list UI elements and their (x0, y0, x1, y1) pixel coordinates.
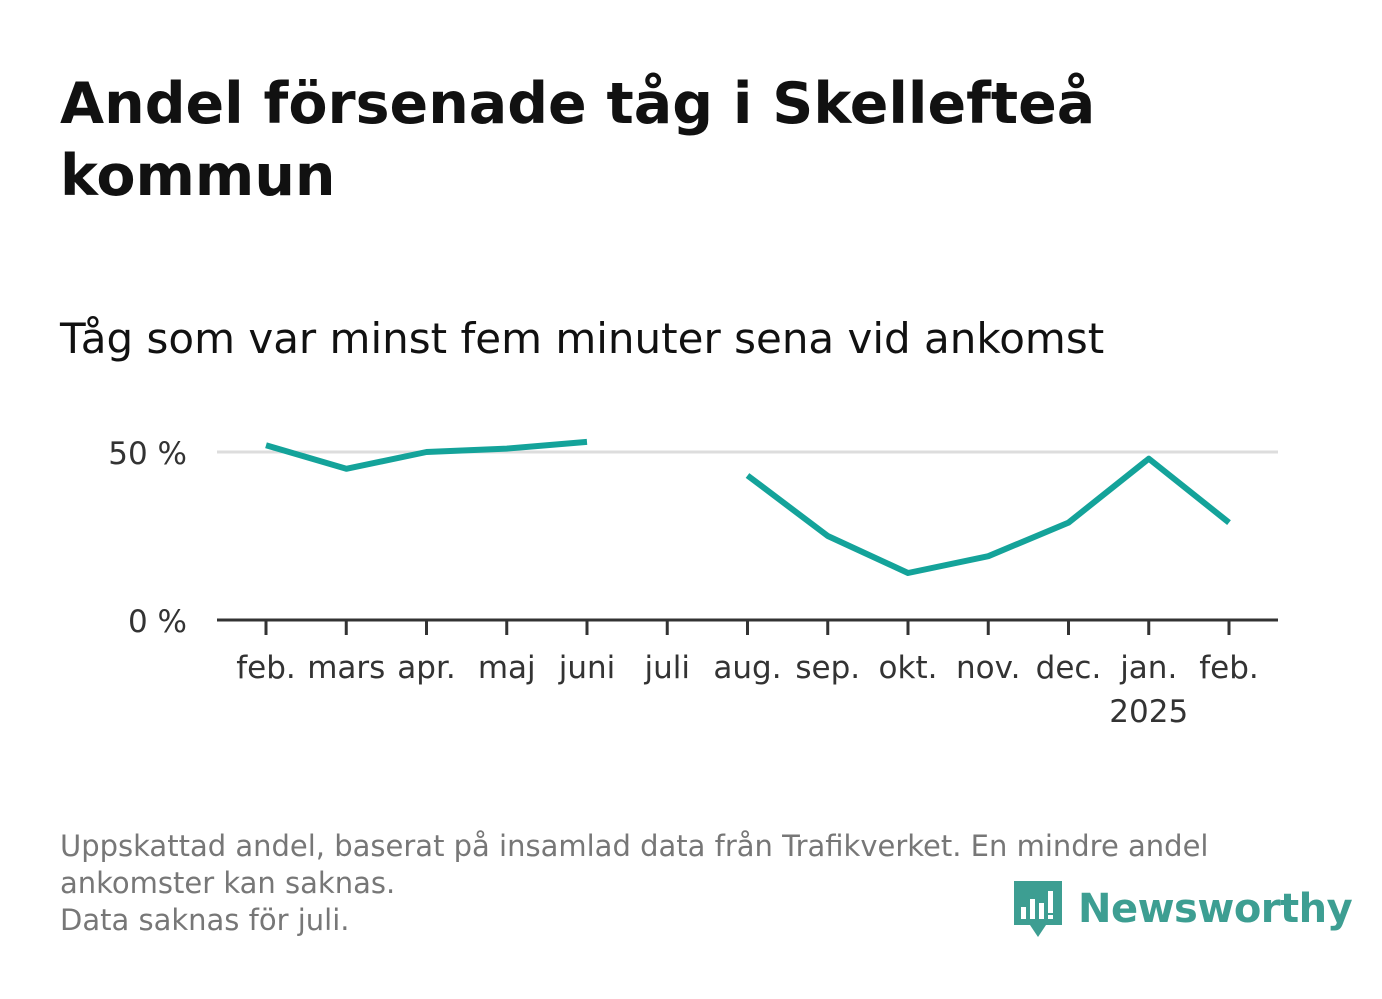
x-tick-label: juli (644, 650, 691, 686)
brand-logo: Newsworthy (1012, 879, 1353, 939)
chart-title: Andel försenade tåg i Skellefteå kommun (60, 71, 1096, 209)
x-tick-label: juni (558, 650, 616, 686)
series-lines (265, 438, 1231, 576)
newsworthy-logo-icon (1014, 881, 1062, 937)
x-tick-label: feb. (1199, 650, 1259, 686)
x-tick-label: aug. (713, 650, 781, 686)
footnote: Uppskattad andel, baserat på insamlad da… (60, 828, 1320, 939)
footnote-line-3: Data saknas för juli. (60, 903, 350, 937)
x-tick-label: sep. (795, 650, 860, 686)
footnote-line-1: Uppskattad andel, baserat på insamlad da… (60, 829, 1209, 863)
x-tick-label: maj (478, 650, 536, 686)
y-tick-label: 0 % (128, 604, 187, 640)
chart-subtitle: Tåg som var minst fem minuter sena vid a… (60, 314, 1105, 363)
footnote-line-2: ankomster kan saknas. (60, 866, 396, 900)
x-tick-label: jan. (1119, 650, 1177, 686)
x-year-label: 2025 (1109, 694, 1188, 730)
series-line-segment (265, 438, 588, 472)
x-tick-label: dec. (1036, 650, 1102, 686)
y-axis-labels: 0 % 50 % (108, 436, 187, 640)
x-tick-label: apr. (397, 650, 455, 686)
x-tick-label: feb. (236, 650, 296, 686)
series-line-segment (745, 455, 1231, 576)
x-tick-label: okt. (879, 650, 938, 686)
x-axis-labels: feb. mars apr. maj juni juli aug. sep. okt. nov. d… (236, 650, 1259, 730)
y-tick-label: 50 % (108, 436, 187, 472)
x-tick-label: mars (307, 650, 385, 686)
x-axis (217, 618, 1278, 635)
x-tick-label: nov. (956, 650, 1020, 686)
brand-name: Newsworthy (1078, 886, 1353, 932)
